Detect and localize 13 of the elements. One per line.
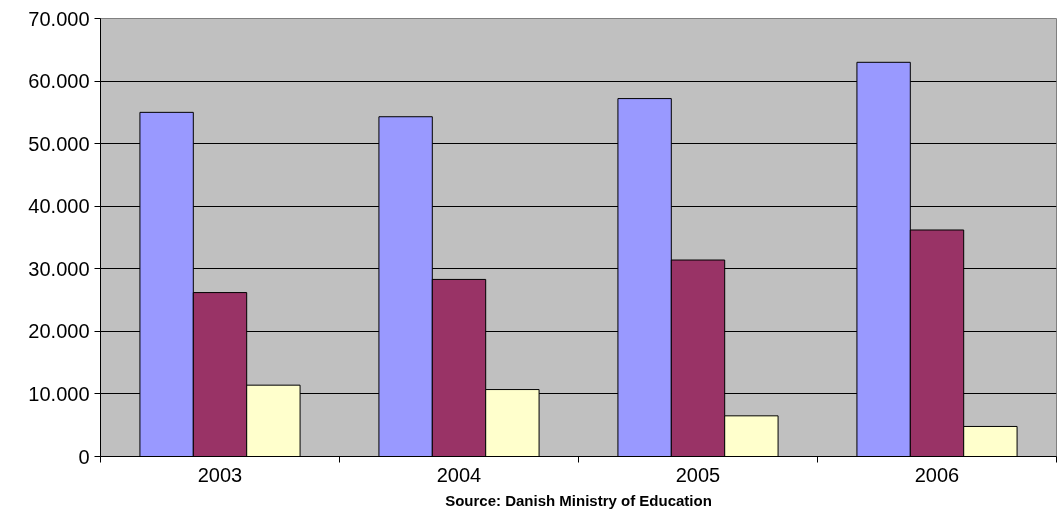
- y-tick-label: 50.000: [28, 132, 90, 155]
- y-tick-label: 30.000: [28, 257, 90, 280]
- source-note: Source: Danish Ministry of Education: [445, 491, 712, 509]
- y-tick-label: 10.000: [28, 382, 90, 405]
- x-tick-label: 2004: [436, 463, 482, 486]
- y-tick-label: 70.000: [28, 7, 90, 30]
- x-tick-label: 2005: [675, 463, 721, 486]
- y-tick-label: 20.000: [28, 320, 90, 343]
- y-tick-label: 60.000: [28, 70, 90, 93]
- y-tick-label: 40.000: [28, 195, 90, 218]
- x-tick-label: 2006: [914, 463, 960, 486]
- x-tick-label: 2003: [197, 463, 243, 486]
- y-tick-label: 0: [78, 445, 90, 468]
